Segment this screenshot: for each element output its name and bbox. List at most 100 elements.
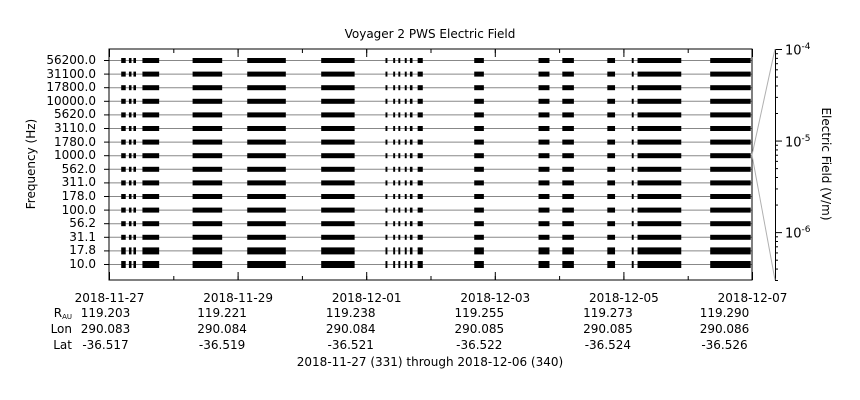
data-blocks — [121, 58, 751, 268]
data-block — [631, 58, 634, 63]
data-block — [128, 153, 132, 159]
data-block — [631, 234, 634, 240]
channel-lines — [109, 60, 752, 265]
x-tick-date: 2018-12-01 — [331, 291, 402, 305]
data-block — [637, 207, 682, 213]
colorbar-tick-label: 10-5 — [785, 133, 811, 150]
data-block — [247, 166, 286, 172]
data-block — [142, 85, 160, 91]
data-block — [409, 153, 413, 159]
data-block — [142, 261, 160, 268]
data-block — [404, 85, 407, 91]
data-block — [562, 207, 574, 213]
data-block — [417, 194, 423, 199]
data-block — [133, 112, 137, 118]
data-block — [128, 71, 132, 77]
data-block — [247, 221, 286, 227]
data-block — [128, 247, 132, 255]
data-block — [142, 126, 160, 131]
data-block — [417, 126, 423, 131]
data-block — [321, 234, 355, 240]
data-block — [121, 207, 126, 213]
data-block — [607, 126, 616, 131]
data-block — [637, 139, 682, 145]
data-block — [710, 221, 751, 227]
data-block — [142, 139, 160, 145]
data-block — [637, 112, 682, 118]
y-tick-label: 311.0 — [61, 175, 96, 190]
data-block — [385, 71, 388, 77]
data-block — [247, 247, 286, 255]
data-block — [538, 85, 550, 91]
data-block — [385, 194, 388, 199]
data-block — [128, 207, 132, 213]
data-block — [321, 221, 355, 227]
x-tick-lon: 290.084 — [325, 322, 376, 336]
data-block — [321, 85, 355, 91]
data-block — [192, 71, 223, 77]
data-block — [142, 58, 160, 63]
data-block — [142, 153, 160, 159]
data-block — [192, 58, 223, 63]
data-block — [474, 180, 484, 186]
data-block — [247, 58, 286, 63]
data-block — [710, 166, 751, 172]
data-block — [538, 166, 550, 172]
x-tick-date: 2018-11-29 — [203, 291, 273, 305]
chart-title: Voyager 2 PWS Electric Field — [344, 27, 516, 41]
data-block — [631, 85, 634, 91]
data-block — [474, 261, 484, 268]
data-block — [142, 247, 160, 255]
data-block — [121, 194, 126, 199]
data-block — [133, 234, 137, 240]
data-block — [404, 234, 407, 240]
data-block — [538, 221, 550, 227]
data-block — [385, 112, 388, 118]
data-block — [398, 126, 401, 131]
y-tick-label: 17.8 — [69, 243, 96, 258]
data-block — [607, 221, 616, 227]
data-block — [417, 221, 423, 227]
data-block — [385, 180, 388, 186]
data-block — [474, 153, 484, 159]
data-block — [474, 139, 484, 145]
data-block — [133, 71, 137, 77]
data-block — [474, 58, 484, 63]
data-block — [142, 71, 160, 77]
data-block — [128, 261, 132, 268]
colorbar-tick-label: 10-6 — [785, 225, 811, 242]
data-block — [637, 247, 682, 255]
data-block — [474, 247, 484, 255]
data-block — [631, 221, 634, 227]
data-block — [562, 58, 574, 63]
data-block — [607, 153, 616, 159]
data-block — [247, 153, 286, 159]
data-block — [562, 194, 574, 199]
data-block — [121, 247, 126, 255]
data-block — [607, 194, 616, 199]
data-block — [631, 71, 634, 77]
data-block — [247, 194, 286, 199]
data-block — [398, 261, 401, 268]
data-block — [398, 71, 401, 77]
data-block — [474, 234, 484, 240]
x-tick-lon: 290.085 — [583, 322, 633, 336]
data-block — [474, 98, 484, 104]
date-range-label: 2018-11-27 (331) through 2018-12-06 (340… — [296, 355, 564, 369]
data-block — [710, 234, 751, 240]
data-block — [607, 112, 616, 118]
data-block — [631, 166, 634, 172]
data-block — [417, 98, 423, 104]
data-block — [538, 207, 550, 213]
data-block — [710, 180, 751, 186]
x-tick-r: 119.273 — [583, 306, 633, 320]
data-block — [409, 126, 413, 131]
data-block — [417, 58, 423, 63]
x-tick-r: 119.290 — [699, 306, 750, 320]
data-block — [417, 166, 423, 172]
data-block — [409, 85, 413, 91]
data-block — [562, 98, 574, 104]
y-tick-label: 3110.0 — [54, 121, 96, 135]
data-block — [393, 180, 396, 186]
x-tick-lon: 290.084 — [197, 322, 247, 336]
